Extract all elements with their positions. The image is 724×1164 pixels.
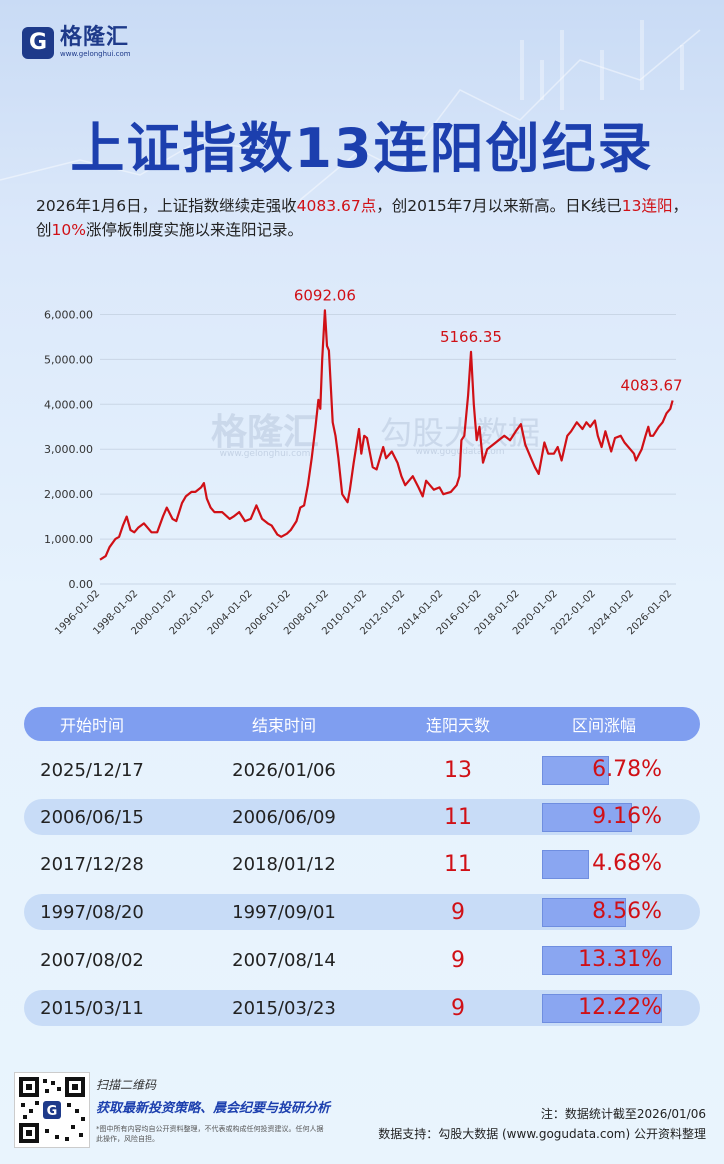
gain-value: 4.68% [592,851,662,876]
y-tick-label: 6,000.00 [44,308,93,321]
table-row: 2015/03/11 2015/03/23 9 12.22% [24,990,700,1026]
cell-gain: 9.16% [508,802,700,832]
table-row: 2017/12/28 2018/01/12 11 4.68% [24,846,700,882]
gain-bar [542,994,662,1023]
subtitle-text: 涨停板制度实施以来连阳记录。 [85,221,303,239]
logo-name: 格隆汇 [60,25,130,50]
gain-bar [542,756,610,785]
subtitle-text: ，创2015年7月以来新高。日K线已 [376,197,622,215]
subtitle-paragraph: 2026年1月6日，上证指数继续走强收4083.67点，创2015年7月以来新高… [36,194,696,242]
subtitle-text: 2026年1月6日，上证指数继续走强收 [36,197,297,215]
y-tick-label: 4,000.00 [44,398,93,411]
y-tick-label: 0.00 [69,578,94,591]
cell-end: 1997/09/01 [232,901,336,923]
cell-start: 2006/06/15 [40,806,144,828]
footer-promo: 扫描二维码 获取最新投资策略、晨会纪要与投研分析 *图中所有内容均自公开资料整理… [96,1076,330,1144]
gelonghui-logo: G 格隆汇 www.gelonghui.com [22,26,131,59]
gain-value: 8.56% [592,899,662,924]
y-tick-label: 3,000.00 [44,443,93,456]
cell-gain: 12.22% [508,993,700,1023]
scan-label: 扫描二维码 [96,1078,157,1092]
cell-gain: 4.68% [508,849,700,879]
gain-value: 12.22% [578,995,662,1020]
cell-end: 2015/03/23 [232,997,336,1019]
watermark-brand: 格隆汇 [211,412,319,453]
page-title: 上证指数13连阳创纪录 [70,117,654,180]
gain-value: 9.16% [592,804,662,829]
index-line-chart: 格隆汇 www.gelonghui.com 勾股大数据 www.gogudata.co… [0,262,724,682]
table-header: 开始时间 结束时间 连阳天数 区间涨幅 [24,707,700,741]
data-source: 数据支持：勾股大数据 (www.gogudata.com) 公开资料整理 [378,1127,706,1141]
subtitle-highlight-limit: 10% [51,221,86,239]
cell-days: 11 [444,804,472,830]
watermark-partner: 勾股大数据 [380,414,540,452]
cell-days: 11 [444,851,472,877]
cell-days: 9 [451,899,465,925]
subtitle-text: ，创 [36,197,689,239]
cell-start: 2025/12/17 [40,759,144,781]
y-tick-label: 2,000.00 [44,488,93,501]
gain-bar [542,803,633,832]
cell-start: 1997/08/20 [40,901,144,923]
peak-data-label: 6092.06 [294,286,356,304]
index-series-line [99,309,674,561]
subtitle-highlight-close: 4083.67点 [296,197,377,215]
watermark-brand-url: www.gelonghui.com [220,449,311,459]
cell-end: 2018/01/12 [232,853,336,875]
table-row: 1997/08/20 1997/09/01 9 8.56% [24,894,700,930]
table-row: 2007/08/02 2007/08/14 9 13.31% [24,942,700,978]
y-tick-label: 5,000.00 [44,353,93,366]
table-row: 2006/06/15 2006/06/09 11 9.16% [24,799,700,835]
cell-gain: 6.78% [508,755,700,785]
data-note: 注：数据统计截至2026/01/06 [540,1107,706,1121]
table-row: 2025/12/17 2026/01/06 13 6.78% [24,752,700,788]
disclaimer: *图中所有内容均自公开资料整理，不代表或构成任何投资建议。任何人据此操作，风险自… [96,1125,324,1143]
footer-source: 注：数据统计截至2026/01/06 数据支持：勾股大数据 (www.gogud… [378,1104,706,1144]
cell-days: 9 [451,995,465,1021]
peak-data-label: 5166.35 [440,328,502,346]
gain-bar [542,946,672,975]
qr-code: G [14,1072,90,1148]
logo-url: www.gelonghui.com [60,50,131,58]
cell-days: 13 [444,757,472,783]
cell-end: 2026/01/06 [232,759,336,781]
chart-svg: 格隆汇www.gelonghui.com勾股大数据www.gogudata.co… [44,286,683,637]
qr-center-logo: G [47,1104,58,1119]
header-start: 开始时间 [59,716,124,735]
slogan: 获取最新投资策略、晨会纪要与投研分析 [96,1101,331,1116]
cell-start: 2017/12/28 [40,853,144,875]
cell-gain: 13.31% [508,945,700,975]
header-gain: 区间涨幅 [571,716,636,735]
gain-bar [542,898,627,927]
cell-start: 2007/08/02 [40,949,144,971]
peak-data-label: 4083.67 [621,377,683,395]
cell-gain: 8.56% [508,897,700,927]
y-tick-label: 1,000.00 [44,533,93,546]
logo-text: 格隆汇 www.gelonghui.com [60,26,131,59]
cell-end: 2007/08/14 [232,949,336,971]
cell-start: 2015/03/11 [40,997,144,1019]
gain-value: 6.78% [592,757,662,782]
logo-mark-icon: G [22,26,54,59]
gain-bar [542,850,589,879]
subtitle-highlight-streak: 13连阳 [621,197,673,215]
header-days: 连阳天数 [425,716,490,735]
gain-value: 13.31% [578,947,662,972]
cell-end: 2006/06/09 [232,806,336,828]
header-end: 结束时间 [251,716,316,735]
cell-days: 9 [451,947,465,973]
